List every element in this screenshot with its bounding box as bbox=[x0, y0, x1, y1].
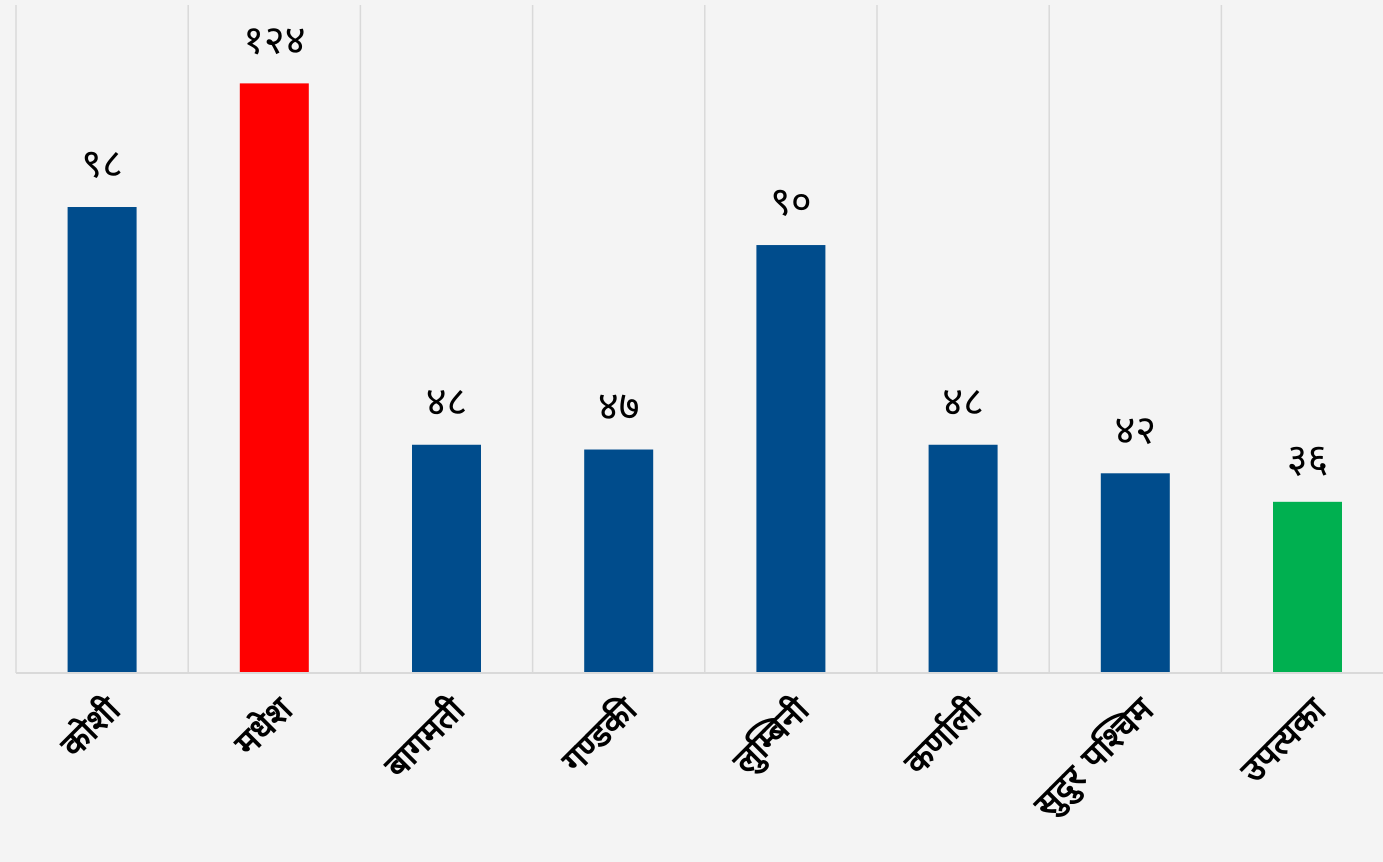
value-labels-group: ९८ १२४ ४८ ४७ ९० ४८ ४२ ३६ bbox=[81, 17, 1328, 481]
data-label: ९० bbox=[770, 179, 812, 225]
bar bbox=[67, 207, 137, 673]
data-label: १२४ bbox=[243, 17, 305, 63]
bars-group bbox=[67, 83, 1342, 674]
data-label: ९८ bbox=[81, 141, 123, 187]
bar bbox=[584, 449, 654, 673]
data-label: ४७ bbox=[598, 384, 640, 430]
bar bbox=[928, 444, 998, 673]
category-tick-label: मधेश bbox=[225, 688, 302, 765]
data-label: ४८ bbox=[942, 379, 984, 425]
bar bbox=[412, 444, 481, 673]
category-labels-group: कोशी मधेश बागमती गण्डकी लुम्बिनी कर्णाली सुदुर… bbox=[51, 688, 1334, 827]
bar bbox=[1273, 501, 1342, 673]
category-tick-label: कर्णाली bbox=[895, 689, 990, 784]
bar bbox=[756, 245, 826, 674]
bar bbox=[239, 83, 309, 673]
bar bbox=[1100, 473, 1170, 673]
category-tick-label: उपत्यका bbox=[1232, 689, 1334, 791]
category-tick-label: सुदुर पश्चिम bbox=[1025, 688, 1164, 827]
data-label: ४८ bbox=[426, 379, 468, 425]
category-tick-label: गण्डकी bbox=[553, 689, 646, 782]
category-tick-label: लुम्बिनी bbox=[724, 689, 819, 784]
category-tick-label: बागमती bbox=[375, 689, 473, 787]
data-label: ४२ bbox=[1114, 407, 1156, 453]
category-tick-label: कोशी bbox=[51, 689, 129, 767]
data-label: ३६ bbox=[1287, 436, 1329, 482]
vertical-gridlines bbox=[15, 5, 1223, 673]
